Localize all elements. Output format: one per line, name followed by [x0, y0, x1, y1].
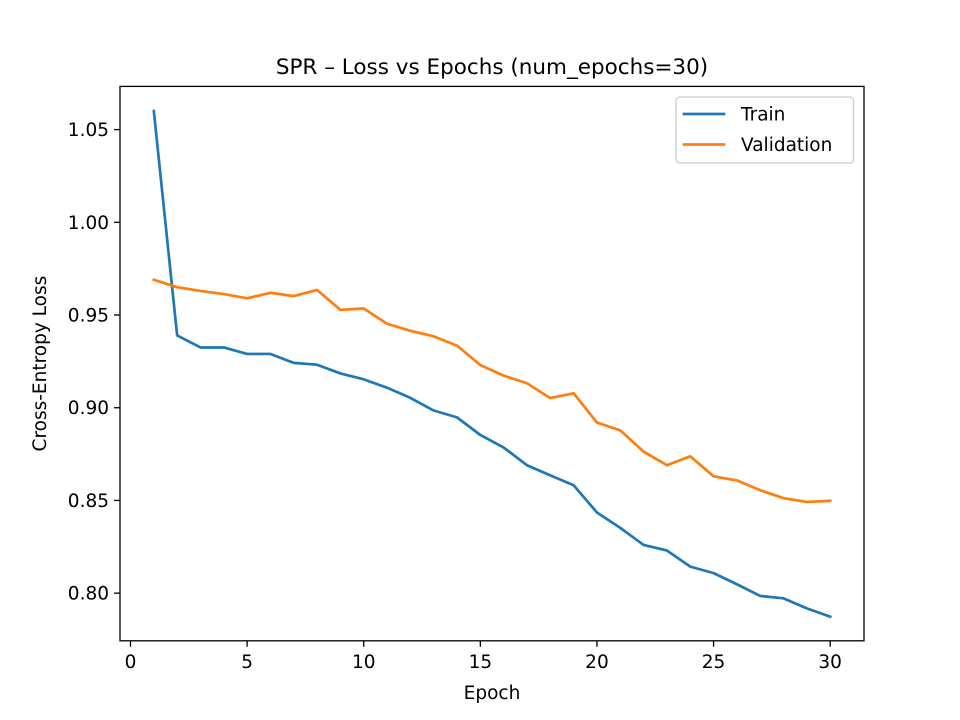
x-tick-label: 10	[352, 652, 376, 673]
y-tick-label: 0.80	[68, 584, 109, 605]
y-tick-label: 1.00	[68, 213, 109, 234]
x-tick-label: 30	[818, 652, 842, 673]
y-tick-label: 1.05	[68, 120, 109, 141]
legend-label-validation: Validation	[741, 135, 832, 156]
x-tick-label: 25	[702, 652, 726, 673]
x-tick-label: 15	[469, 652, 493, 673]
x-axis: 0 5 10 15 20 25 30	[125, 640, 842, 673]
y-tick-label: 0.90	[68, 398, 109, 419]
y-tick-label: 0.85	[68, 491, 109, 512]
chart-title: SPR – Loss vs Epochs (num_epochs=30)	[276, 55, 708, 80]
y-axis-label: Cross-Entropy Loss	[30, 276, 51, 452]
x-axis-label: Epoch	[464, 683, 521, 704]
x-tick-label: 5	[241, 652, 253, 673]
legend: Train Validation	[675, 96, 855, 164]
y-axis: 0.80 0.85 0.90 0.95 1.00 1.05	[68, 120, 120, 605]
series-line-validation	[152, 278, 832, 504]
plot-area-frame	[119, 85, 865, 642]
series-line-train	[152, 109, 832, 619]
series-layer	[152, 109, 832, 619]
x-tick-label: 0	[125, 652, 137, 673]
y-tick-label: 0.95	[68, 306, 109, 327]
x-tick-label: 20	[585, 652, 609, 673]
legend-label-train: Train	[740, 105, 785, 126]
